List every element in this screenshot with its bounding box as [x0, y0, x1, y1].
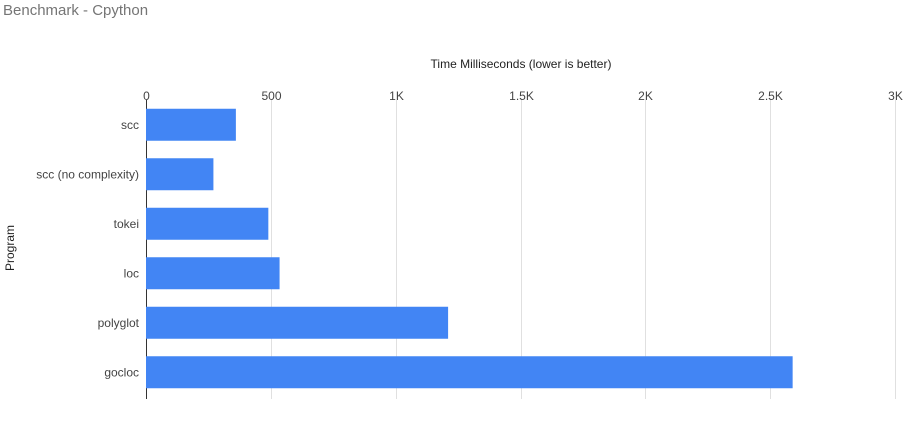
- category-label: loc: [124, 266, 139, 280]
- category-label: polyglot: [98, 316, 140, 330]
- chart-title: Benchmark - Cpython: [3, 2, 149, 19]
- x-tick-label: 0: [143, 89, 150, 103]
- bar[interactable]: [146, 356, 793, 389]
- bar[interactable]: [146, 257, 280, 290]
- bars: [146, 108, 793, 389]
- category-labels: scc scc (no complexity) tokei loc polyglot go…: [36, 118, 139, 380]
- x-tick-label: 1K: [389, 89, 404, 103]
- x-tick-label: 2K: [638, 89, 653, 103]
- x-tick-labels: 0 500 1K 1.5K 2K 2.5K 3K: [143, 89, 903, 103]
- x-tick-label: 1.5K: [509, 89, 534, 103]
- bar[interactable]: [146, 158, 214, 191]
- x-tick-label: 3K: [888, 89, 903, 103]
- x-tick-label: 2.5K: [758, 89, 783, 103]
- x-axis-title: Time Milliseconds (lower is better): [431, 57, 612, 71]
- bar[interactable]: [146, 306, 449, 339]
- x-tick-label: 500: [261, 89, 281, 103]
- bar[interactable]: [146, 108, 236, 141]
- category-label: scc (no complexity): [36, 167, 139, 181]
- y-axis-title: Program: [3, 225, 17, 271]
- category-label: tokei: [114, 217, 139, 231]
- category-label: gocloc: [104, 365, 139, 379]
- bar[interactable]: [146, 207, 269, 240]
- grid-lines: [146, 100, 896, 399]
- category-label: scc: [121, 118, 139, 132]
